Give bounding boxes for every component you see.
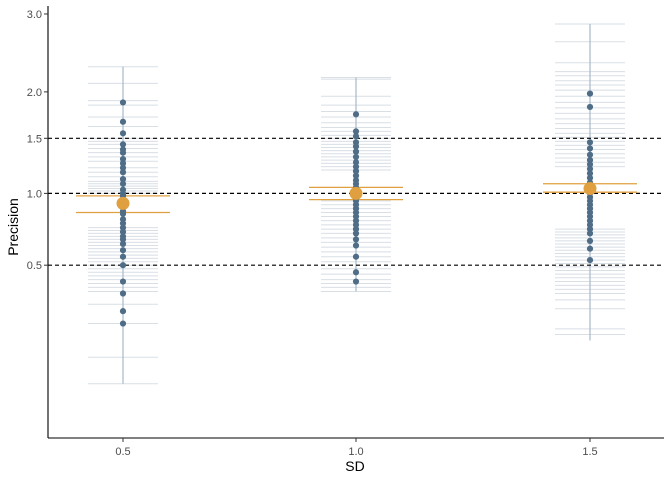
data-point	[119, 262, 127, 269]
data-point	[352, 143, 360, 150]
axes-layer: 0.5 1.0 1.5 2.0 3.0 0.5 1.0 1.5	[27, 6, 664, 458]
data-point	[119, 210, 127, 217]
data-point	[586, 103, 594, 111]
data-point	[586, 151, 594, 158]
data-point	[119, 164, 127, 171]
y-tick-label: 0.5	[27, 260, 42, 272]
points-layer	[116, 90, 597, 327]
x-tick-label: 1.0	[348, 446, 363, 458]
data-point	[119, 247, 127, 254]
data-point	[352, 269, 360, 276]
data-point	[586, 90, 594, 97]
data-point	[586, 225, 594, 233]
data-point	[352, 236, 360, 243]
data-point	[352, 153, 360, 161]
data-point	[119, 290, 127, 297]
data-point	[119, 308, 127, 315]
data-point	[586, 256, 594, 264]
data-point	[352, 225, 360, 233]
x-tick-label: 1.5	[582, 446, 597, 458]
data-point	[586, 174, 594, 182]
data-point	[586, 145, 594, 152]
data-point	[119, 99, 127, 106]
data-point	[586, 161, 594, 168]
data-point	[352, 163, 360, 170]
data-point	[119, 278, 127, 285]
summary-mean-point-2	[583, 182, 597, 196]
data-point	[352, 148, 360, 155]
data-point	[352, 172, 360, 179]
y-tick-label: 2.0	[27, 87, 42, 99]
y-axis-title: Precision	[5, 198, 21, 256]
data-point	[119, 155, 127, 163]
data-point	[352, 230, 360, 237]
y-tick-label: 3.0	[27, 9, 42, 21]
data-point	[586, 237, 594, 244]
data-point	[586, 221, 594, 228]
summary-mean-point-0	[116, 196, 130, 210]
x-axis-title: SD	[345, 458, 364, 474]
data-point	[352, 221, 360, 228]
y-tick-label: 1.5	[27, 133, 42, 145]
data-point	[586, 165, 594, 172]
data-point	[119, 149, 127, 156]
data-point	[352, 133, 360, 140]
data-point	[352, 159, 360, 166]
data-point	[119, 160, 127, 167]
data-point	[119, 180, 127, 187]
summary-mean-point-1	[349, 186, 363, 200]
data-point	[119, 236, 127, 243]
x-tick-label: 0.5	[115, 446, 130, 458]
data-point	[352, 242, 360, 249]
data-point	[586, 157, 594, 164]
data-point	[119, 176, 127, 183]
data-point	[586, 230, 594, 237]
data-point	[119, 253, 127, 260]
data-point	[352, 253, 360, 260]
data-point	[119, 141, 127, 148]
data-point	[119, 169, 127, 176]
data-point	[352, 128, 360, 135]
data-point	[352, 168, 360, 175]
data-point	[119, 224, 127, 231]
data-point	[586, 139, 594, 146]
data-point	[586, 170, 594, 177]
data-point	[119, 130, 127, 137]
data-point	[119, 320, 127, 327]
data-point	[352, 111, 360, 118]
data-point	[119, 228, 127, 236]
data-point	[119, 240, 127, 248]
y-tick-label: 1.0	[27, 188, 42, 200]
data-point	[586, 245, 594, 252]
data-point	[119, 118, 127, 125]
data-point	[352, 278, 360, 285]
